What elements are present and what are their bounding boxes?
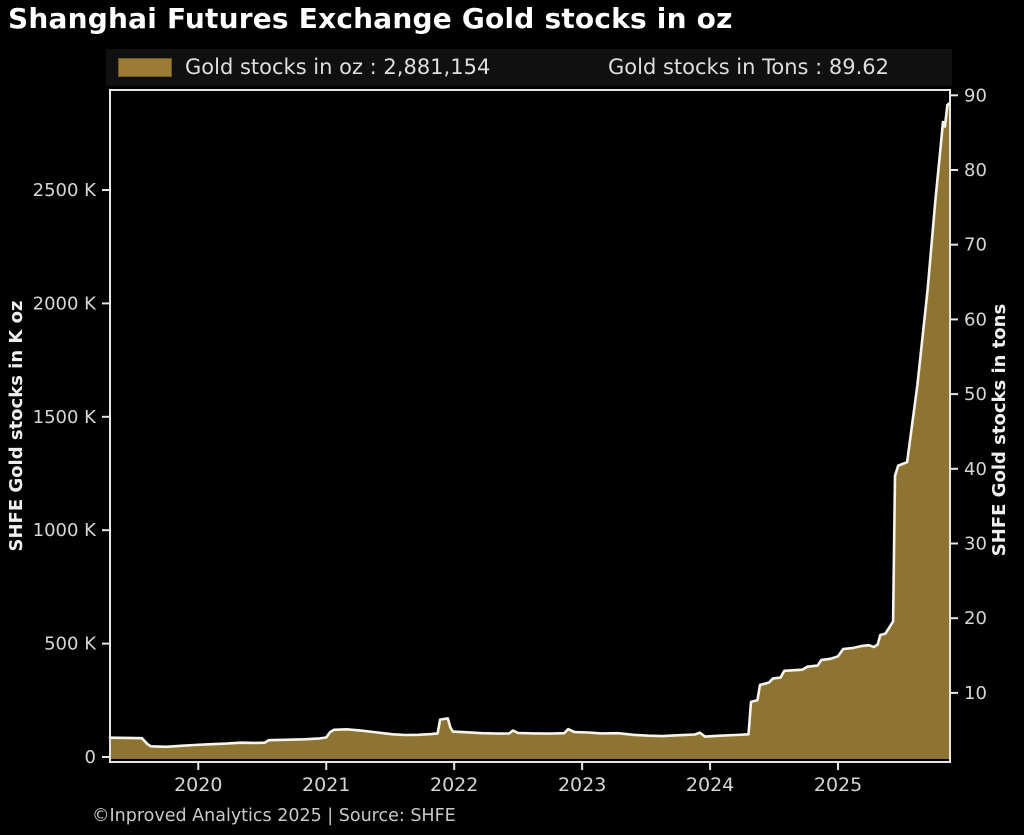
legend-oz-label: Gold stocks in oz : 2,881,154 (185, 55, 491, 79)
y-tick-label-right: 90 (964, 85, 987, 106)
x-tick-label: 2022 (430, 774, 478, 796)
legend-swatch-icon (118, 58, 172, 77)
legend-tons-label: Gold stocks in Tons : 89.62 (608, 55, 890, 79)
y-tick-label-right: 70 (964, 235, 987, 256)
y-tick-label-left: 500 K (44, 634, 97, 655)
y-tick-label-left: 0 (85, 747, 96, 768)
y-tick-label-right: 60 (964, 309, 987, 330)
y-tick-label-right: 40 (964, 459, 987, 480)
plot-frame (109, 89, 951, 763)
y-tick-label-right: 80 (964, 160, 987, 181)
y-tick-label-left: 2500 K (33, 180, 98, 201)
y-tick-label-right: 10 (964, 683, 987, 704)
y-tick-label-left: 1000 K (33, 520, 98, 541)
y-tick-label-left: 1500 K (33, 407, 98, 428)
x-tick-label: 2024 (686, 774, 734, 796)
y-axis-label-left: SHFE Gold stocks in K oz (6, 301, 27, 552)
gold-line (108, 102, 951, 749)
y-tick-label-right: 50 (964, 384, 987, 405)
y-tick-label-right: 30 (964, 534, 987, 555)
x-tick-label: 2021 (302, 774, 350, 796)
axes-ticks: 0 500 K 1000 K 1500 K 2000 K 2500 K 10 20 30 40 50… (33, 85, 987, 796)
gold-area-fill (110, 103, 949, 760)
x-tick-label: 2025 (814, 774, 862, 796)
y-axis-label-right: SHFE Gold stocks in tons (989, 304, 1010, 556)
x-tick-label: 2023 (558, 774, 606, 796)
y-tick-label-left: 2000 K (33, 293, 98, 314)
x-tick-label: 2020 (174, 774, 222, 796)
legend (106, 49, 952, 86)
footer-credit: ©Inproved Analytics 2025 | Source: SHFE (92, 806, 456, 826)
page-title: Shanghai Futures Exchange Gold stocks in… (8, 2, 733, 35)
y-tick-label-right: 20 (964, 608, 987, 629)
